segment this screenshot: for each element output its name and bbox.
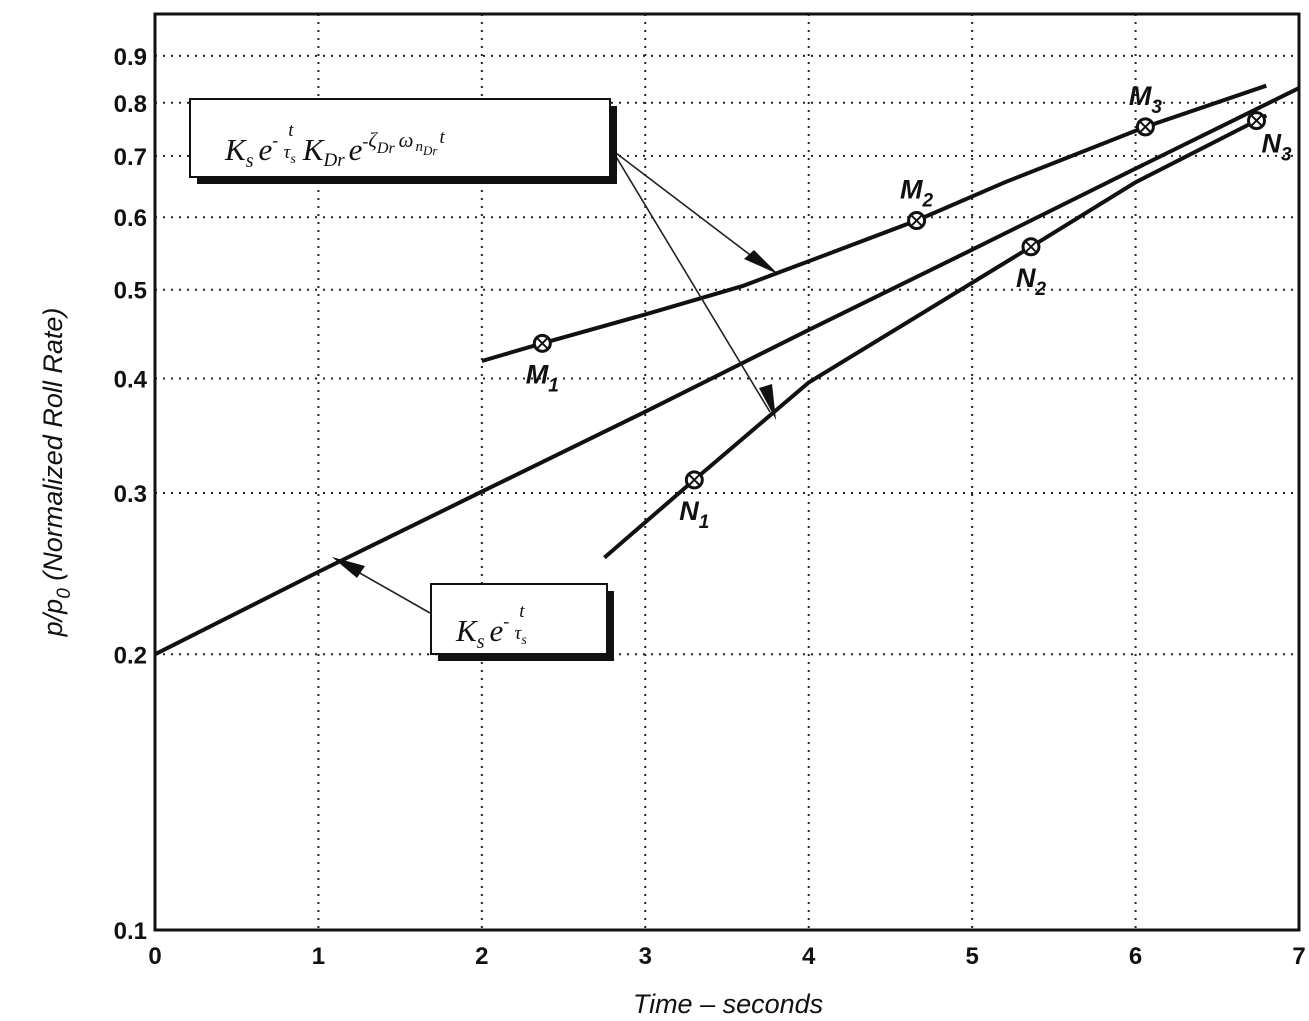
svg-text:Kse-tτs: Ks e-t τs	[455, 601, 527, 653]
x-tick-label: 2	[475, 943, 488, 970]
x-tick-label: 6	[1129, 943, 1142, 970]
point-n1: N1	[679, 470, 709, 533]
tick-labels: 0 1 2 3 4 5 6 7 0.1 0.2 0.3 0.4 0.5 0.6 0.7 0.8 0.9	[114, 44, 1306, 970]
x-tick-label: 3	[639, 943, 652, 970]
point-label: N3	[1261, 129, 1292, 166]
y-tick-label: 0.1	[114, 918, 147, 945]
point-label: N1	[679, 496, 709, 533]
equation-box-dutch-roll: Ks e-t τs KDr e-ζDr ω nDrt	[189, 98, 617, 184]
x-tick-label: 5	[965, 943, 978, 970]
annotation-leaders	[332, 149, 778, 614]
arrow-head	[744, 250, 778, 274]
y-tick-label: 0.8	[114, 91, 147, 118]
y-tick-label: 0.7	[114, 144, 147, 171]
point-label: M1	[526, 359, 559, 396]
point-n2: N2	[1016, 237, 1047, 300]
svg-text:p/p0 (Normalized Roll Rate): p/p0 (Normalized Roll Rate)	[38, 308, 75, 638]
y-tick-label: 0.5	[114, 278, 147, 305]
y-tick-label: 0.2	[114, 642, 147, 669]
y-tick-label: 0.9	[114, 44, 147, 71]
y-tick-label: 0.3	[114, 481, 147, 508]
data-points: M1 M2 M3 N1 N2 N3	[526, 81, 1292, 533]
point-m1: M1	[526, 333, 559, 396]
arrow-head	[759, 384, 776, 420]
y-tick-label: 0.6	[114, 205, 147, 232]
x-tick-label: 4	[802, 943, 816, 970]
series-line-3	[603, 113, 1268, 560]
arrow-head	[332, 557, 365, 578]
x-axis-title: Time – seconds	[633, 989, 823, 1019]
y-tick-label: 0.4	[114, 367, 148, 394]
point-m2: M2	[900, 175, 934, 231]
x-tick-label: 1	[312, 943, 325, 970]
series-line-1	[154, 86, 1300, 657]
y-axis-title: p/p0 (Normalized Roll Rate)	[38, 308, 75, 638]
point-label: M3	[1129, 81, 1163, 118]
series-line-2	[481, 83, 1267, 363]
point-m3: M3	[1129, 81, 1163, 137]
equation-box-spiral: Ks e-t τs	[430, 583, 614, 661]
point-n3: N3	[1247, 111, 1292, 166]
point-label: M2	[900, 175, 934, 212]
point-label: N2	[1016, 263, 1047, 300]
x-tick-label: 0	[148, 943, 161, 970]
x-tick-label: 7	[1292, 943, 1305, 970]
plot-frame	[153, 12, 1301, 932]
grid	[155, 14, 1299, 930]
